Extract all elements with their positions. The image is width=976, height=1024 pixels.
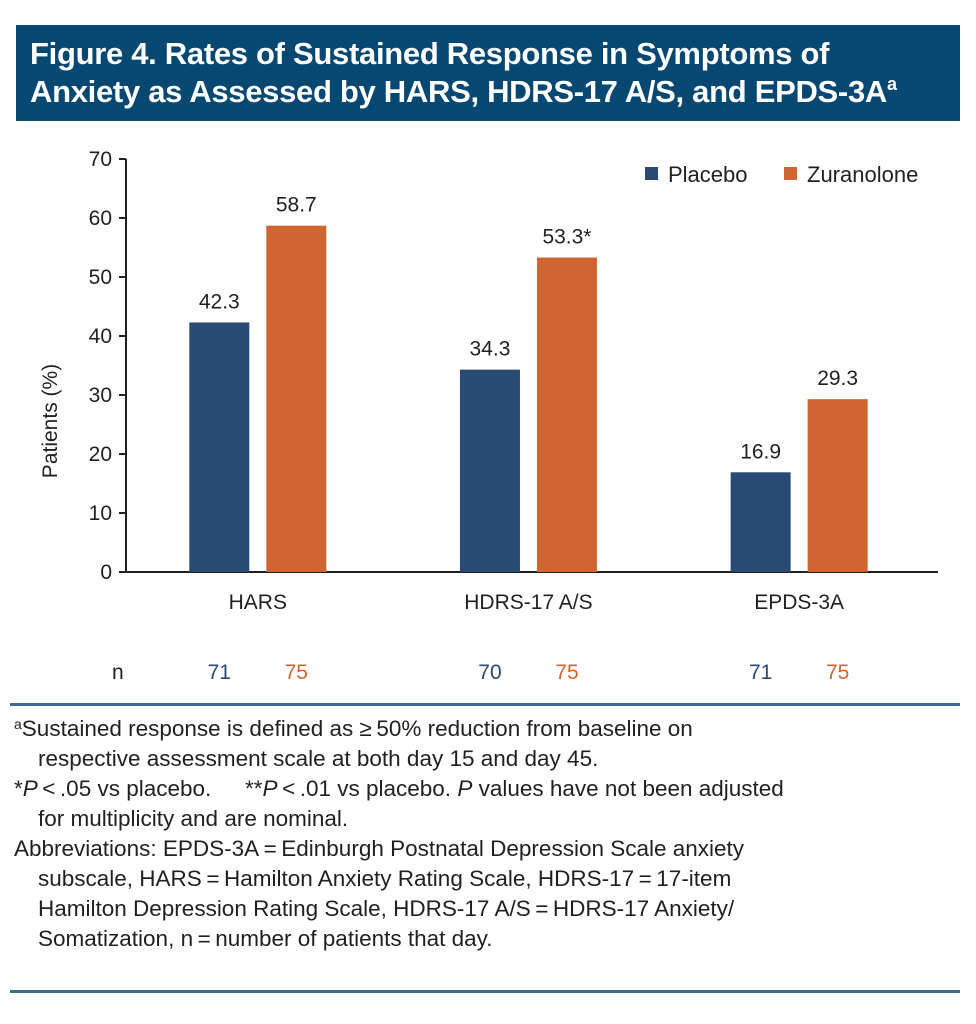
n-value-zuranolone: 75 <box>826 661 849 684</box>
n-value-placebo: 71 <box>208 661 231 684</box>
bar-placebo <box>730 472 791 572</box>
bottom-footnote-divider <box>10 990 960 993</box>
data-label: 53.3* <box>542 226 591 249</box>
data-label: 58.7 <box>276 194 317 217</box>
footnote-a-line-1: Sustained response is defined as ≥ 50% r… <box>21 716 693 741</box>
n-value-zuranolone: 75 <box>555 661 578 684</box>
figure-title-line-1: Figure 4. Rates of Sustained Response in… <box>30 36 830 71</box>
bar-chart: 0 10 20 30 40 50 60 70 HARS HDRS-17 A/S EPDS-3A 42… <box>39 148 938 684</box>
x-category-label: EPDS-3A <box>754 591 844 614</box>
legend-swatch-zuranolone <box>784 167 797 180</box>
footnote-p-text-1: < .05 vs placebo. ** <box>37 776 263 801</box>
bar-zuranolone <box>807 399 868 572</box>
figure-title-banner: Figure 4. Rates of Sustained Response in… <box>16 25 960 121</box>
data-label: 42.3 <box>199 290 240 313</box>
footnote-p-text-3: values have not been adjusted <box>472 776 784 801</box>
footnote-p-values: *P < .05 vs placebo. **P < .01 vs placeb… <box>14 774 964 834</box>
y-tick-label: 40 <box>89 325 112 348</box>
abbr-line-4: Somatization, n = number of patients tha… <box>38 926 493 951</box>
figure-title-line-2: Anxiety as Assessed by HARS, HDRS-17 A/S… <box>30 73 960 111</box>
abbr-line-3: Hamilton Depression Rating Scale, HDRS-1… <box>38 896 735 921</box>
n-value-placebo: 70 <box>478 661 501 684</box>
chart-data-labels: 42.3 58.7 34.3 53.3* 16.9 29.3 <box>199 194 858 464</box>
y-tick-label: 70 <box>89 148 112 171</box>
footnote-p-italic-3: P <box>457 776 473 801</box>
bar-placebo <box>189 322 250 572</box>
footnotes: aSustained response is defined as ≥ 50% … <box>14 714 964 954</box>
y-tick-label: 30 <box>89 384 112 407</box>
bar-zuranolone <box>266 225 327 573</box>
chart-bars <box>189 225 868 573</box>
abbr-line-2: subscale, HARS = Hamilton Anxiety Rating… <box>38 866 732 891</box>
footnote-p-italic-2: P <box>262 776 278 801</box>
n-row-label: n <box>112 661 124 684</box>
legend-swatch-placebo <box>645 167 658 180</box>
footnote-a: aSustained response is defined as ≥ 50% … <box>14 714 964 774</box>
figure-title-line-2-text: Anxiety as Assessed by HARS, HDRS-17 A/S… <box>30 74 887 109</box>
footnote-p-line-2: for multiplicity and are nominal. <box>38 806 349 831</box>
n-value-zuranolone: 75 <box>285 661 308 684</box>
bar-placebo <box>459 369 520 572</box>
legend-label-placebo: Placebo <box>668 162 748 187</box>
y-tick-label: 10 <box>89 502 112 525</box>
n-value-placebo: 71 <box>749 661 772 684</box>
x-category-label: HDRS-17 A/S <box>464 591 592 614</box>
x-category-label: HARS <box>229 591 287 614</box>
legend-label-zuranolone: Zuranolone <box>807 162 918 187</box>
data-label: 16.9 <box>740 440 781 463</box>
y-tick-label: 60 <box>89 207 112 230</box>
top-footnote-divider <box>10 703 960 706</box>
footnote-p-italic-1: P <box>22 776 38 801</box>
y-axis-label: Patients (%) <box>39 364 62 478</box>
data-label: 34.3 <box>470 338 511 361</box>
n-row: n 71 75 70 75 71 75 <box>112 661 849 684</box>
footnote-abbreviations: Abbreviations: EPDS-3A = Edinburgh Postn… <box>14 834 964 954</box>
bar-zuranolone <box>536 257 597 572</box>
footnote-a-marker: a <box>14 716 22 732</box>
footnote-p-text-2: < .01 vs placebo. <box>277 776 458 801</box>
y-tick-label: 20 <box>89 443 112 466</box>
footnote-a-line-2: respective assessment scale at both day … <box>38 746 599 771</box>
y-tick-label: 0 <box>100 561 112 584</box>
data-label: 29.3 <box>817 367 858 390</box>
chart-axes: 0 10 20 30 40 50 60 70 HARS HDRS-17 A/S EPDS-3A <box>89 148 938 614</box>
figure-title-footnote-marker: a <box>886 74 897 94</box>
y-tick-label: 50 <box>89 266 112 289</box>
chart-legend: Placebo Zuranolone <box>645 162 918 187</box>
abbr-line-1: Abbreviations: EPDS-3A = Edinburgh Postn… <box>14 836 745 861</box>
footnote-star: * <box>14 776 23 801</box>
